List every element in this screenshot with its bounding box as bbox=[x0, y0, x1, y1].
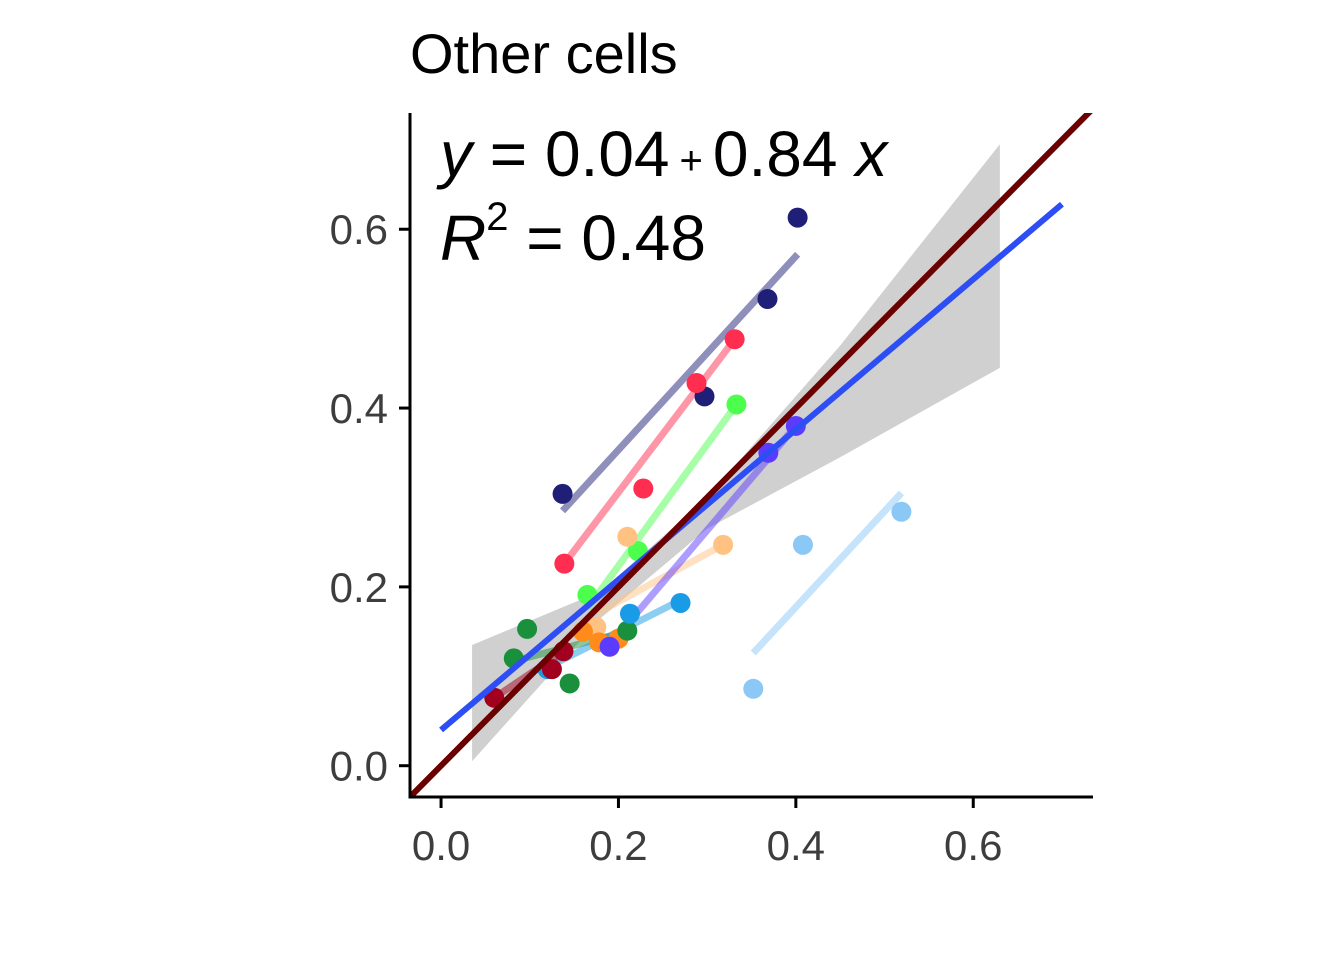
axes: 0.0 0.2 0.4 0.6 0.0 0.2 0.4 0.6 bbox=[330, 113, 1093, 869]
data-point-7-2 bbox=[670, 592, 691, 613]
identity-line bbox=[410, 113, 1093, 797]
series-fit-line-3 bbox=[594, 541, 725, 617]
data-point-1-2 bbox=[686, 373, 707, 394]
r-squared-r: R bbox=[440, 202, 486, 274]
series-fit-line-2 bbox=[584, 402, 740, 611]
data-point-1-0 bbox=[554, 553, 575, 574]
data-point-7-1 bbox=[619, 603, 640, 624]
regression-annotation: y = 0.04 +0.84 x R2 = 0.48 bbox=[436, 118, 889, 274]
data-point-0-0 bbox=[552, 483, 573, 504]
x-tick-label-0: 0.0 bbox=[412, 822, 470, 869]
x-tick-label-1: 0.2 bbox=[589, 822, 647, 869]
data-point-8-2 bbox=[891, 501, 912, 522]
equation-x: x bbox=[852, 118, 889, 190]
data-point-5-2 bbox=[559, 673, 580, 694]
data-point-5-1 bbox=[517, 618, 538, 639]
equation-line: y = 0.04 +0.84 x bbox=[436, 118, 889, 190]
data-point-5-3 bbox=[617, 620, 638, 641]
data-point-3-2 bbox=[713, 534, 734, 555]
equation-coef: 0.84 bbox=[713, 118, 838, 190]
r-squared-value: = 0.48 bbox=[508, 202, 706, 274]
data-point-2-2 bbox=[726, 394, 747, 415]
y-tick-label-2: 0.4 bbox=[330, 385, 388, 432]
data-point-6-0 bbox=[599, 636, 620, 657]
y-tick-label-1: 0.2 bbox=[330, 564, 388, 611]
series-fit-line-1 bbox=[561, 337, 738, 566]
equation-intercept: = 0.04 bbox=[472, 118, 670, 190]
data-point-8-1 bbox=[792, 534, 813, 555]
data-point-1-3 bbox=[724, 329, 745, 350]
y-tick-label-0: 0.0 bbox=[330, 743, 388, 790]
equation-plus: + bbox=[680, 139, 703, 183]
data-point-0-2 bbox=[757, 288, 778, 309]
data-point-3-1 bbox=[617, 526, 638, 547]
data-point-1-1 bbox=[633, 478, 654, 499]
panel bbox=[410, 113, 1093, 797]
data-point-0-3 bbox=[787, 207, 808, 228]
y-tick-label-3: 0.6 bbox=[330, 206, 388, 253]
equation-y: y bbox=[436, 118, 476, 190]
x-tick-label-2: 0.4 bbox=[767, 822, 825, 869]
chart-title: Other cells bbox=[410, 22, 678, 85]
r-squared-line: R2 = 0.48 bbox=[440, 195, 706, 274]
series-fit-line-6 bbox=[606, 423, 799, 648]
x-tick-label-3: 0.6 bbox=[944, 822, 1002, 869]
plot-area bbox=[410, 113, 1093, 797]
data-point-9-1 bbox=[541, 659, 562, 680]
series-fit-line-8 bbox=[750, 490, 904, 656]
overall-fit-line bbox=[439, 201, 1064, 733]
data-point-8-0 bbox=[743, 678, 764, 699]
r-squared-sup: 2 bbox=[486, 195, 508, 239]
